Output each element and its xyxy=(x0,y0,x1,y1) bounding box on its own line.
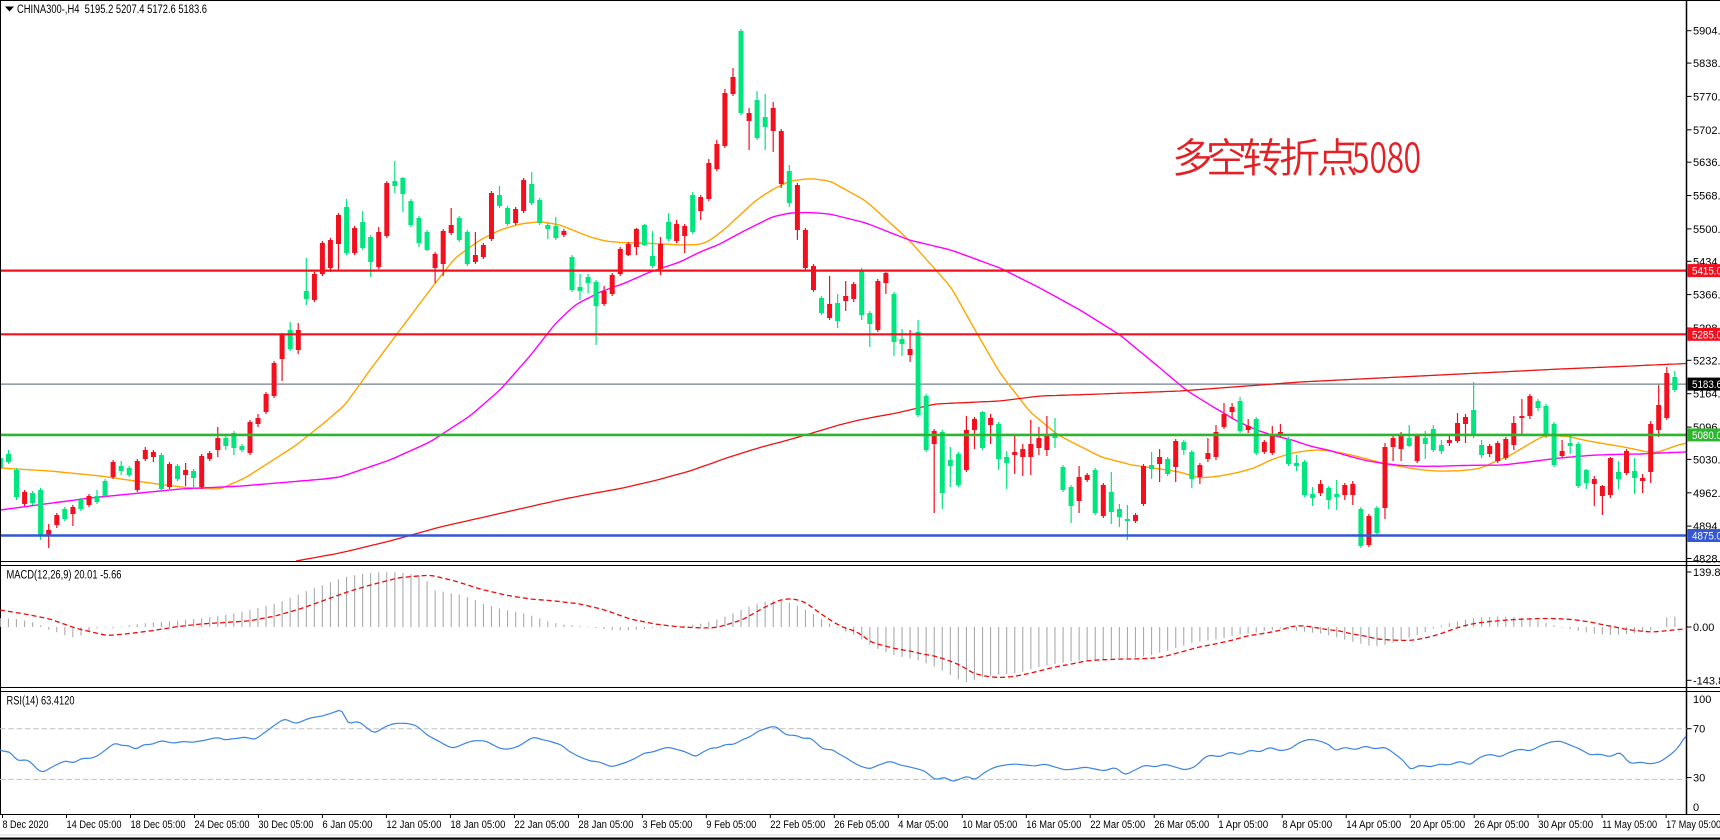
svg-text:5500.0: 5500.0 xyxy=(1693,224,1720,236)
svg-text:17 May 05:00: 17 May 05:00 xyxy=(1666,819,1720,831)
svg-text:16 Mar 05:00: 16 Mar 05:00 xyxy=(1026,819,1081,831)
svg-text:-143.82: -143.82 xyxy=(1693,675,1720,687)
svg-text:6 Jan 05:00: 6 Jan 05:00 xyxy=(322,819,372,831)
svg-text:10 Mar 05:00: 10 Mar 05:00 xyxy=(962,819,1017,831)
svg-text:18 Dec 05:00: 18 Dec 05:00 xyxy=(131,819,186,831)
svg-text:5232.0: 5232.0 xyxy=(1693,355,1720,367)
svg-text:9 Feb 05:00: 9 Feb 05:00 xyxy=(706,819,756,831)
svg-text:4 Mar 05:00: 4 Mar 05:00 xyxy=(898,819,948,831)
svg-text:22 Feb 05:00: 22 Feb 05:00 xyxy=(770,819,825,831)
svg-text:5838.0: 5838.0 xyxy=(1693,58,1720,70)
svg-text:5164.0: 5164.0 xyxy=(1693,389,1720,401)
svg-text:5285.0: 5285.0 xyxy=(1692,329,1720,341)
svg-text:5030.0: 5030.0 xyxy=(1693,454,1720,466)
svg-text:26 Mar 05:00: 26 Mar 05:00 xyxy=(1154,819,1209,831)
svg-text:12 Jan 05:00: 12 Jan 05:00 xyxy=(386,819,441,831)
svg-text:3 Feb 05:00: 3 Feb 05:00 xyxy=(642,819,692,831)
svg-text:24 Dec 05:00: 24 Dec 05:00 xyxy=(195,819,250,831)
svg-text:5080.0: 5080.0 xyxy=(1692,430,1720,442)
svg-text:0.00: 0.00 xyxy=(1693,622,1714,634)
svg-text:18 Jan 05:00: 18 Jan 05:00 xyxy=(450,819,505,831)
svg-text:70: 70 xyxy=(1693,724,1705,736)
svg-text:5636.0: 5636.0 xyxy=(1693,157,1720,169)
svg-text:30 Apr 05:00: 30 Apr 05:00 xyxy=(1538,819,1593,831)
svg-text:4875.0: 4875.0 xyxy=(1692,531,1720,543)
svg-text:8 Apr 05:00: 8 Apr 05:00 xyxy=(1282,819,1332,831)
svg-text:139.86: 139.86 xyxy=(1693,567,1720,579)
svg-text:5183.6: 5183.6 xyxy=(1692,379,1720,391)
svg-text:4828.0: 4828.0 xyxy=(1693,554,1720,566)
svg-text:CHINA300-,H4 5195.2 5207.4 51: CHINA300-,H4 5195.2 5207.4 5172.6 5183.6 xyxy=(17,4,207,16)
svg-text:30 Dec 05:00: 30 Dec 05:00 xyxy=(258,819,313,831)
svg-text:30: 30 xyxy=(1693,773,1705,785)
svg-text:26 Feb 05:00: 26 Feb 05:00 xyxy=(834,819,889,831)
svg-text:5568.0: 5568.0 xyxy=(1693,191,1720,203)
svg-text:14 Apr 05:00: 14 Apr 05:00 xyxy=(1346,819,1401,831)
svg-text:1 Apr 05:00: 1 Apr 05:00 xyxy=(1218,819,1268,831)
svg-text:5366.0: 5366.0 xyxy=(1693,290,1720,302)
svg-text:20 Apr 05:00: 20 Apr 05:00 xyxy=(1410,819,1465,831)
svg-text:8 Dec 2020: 8 Dec 2020 xyxy=(3,819,49,831)
svg-text:4962.0: 4962.0 xyxy=(1693,488,1720,500)
svg-text:22 Mar 05:00: 22 Mar 05:00 xyxy=(1090,819,1145,831)
svg-text:14 Dec 05:00: 14 Dec 05:00 xyxy=(67,819,122,831)
svg-text:0: 0 xyxy=(1693,802,1699,814)
svg-text:22 Jan 05:00: 22 Jan 05:00 xyxy=(514,819,569,831)
svg-text:5415.0: 5415.0 xyxy=(1692,266,1720,278)
svg-text:MACD(12,26,9) 20.01 -5.66: MACD(12,26,9) 20.01 -5.66 xyxy=(7,570,122,582)
svg-text:RSI(14) 63.4120: RSI(14) 63.4120 xyxy=(7,696,75,708)
svg-text:26 Apr 05:00: 26 Apr 05:00 xyxy=(1474,819,1529,831)
svg-text:100: 100 xyxy=(1693,694,1711,706)
svg-text:5702.0: 5702.0 xyxy=(1693,125,1720,137)
svg-text:5770.0: 5770.0 xyxy=(1693,91,1720,103)
svg-text:28 Jan 05:00: 28 Jan 05:00 xyxy=(578,819,633,831)
svg-text:5904.0: 5904.0 xyxy=(1693,26,1720,38)
svg-text:11 May 05:00: 11 May 05:00 xyxy=(1602,819,1657,831)
